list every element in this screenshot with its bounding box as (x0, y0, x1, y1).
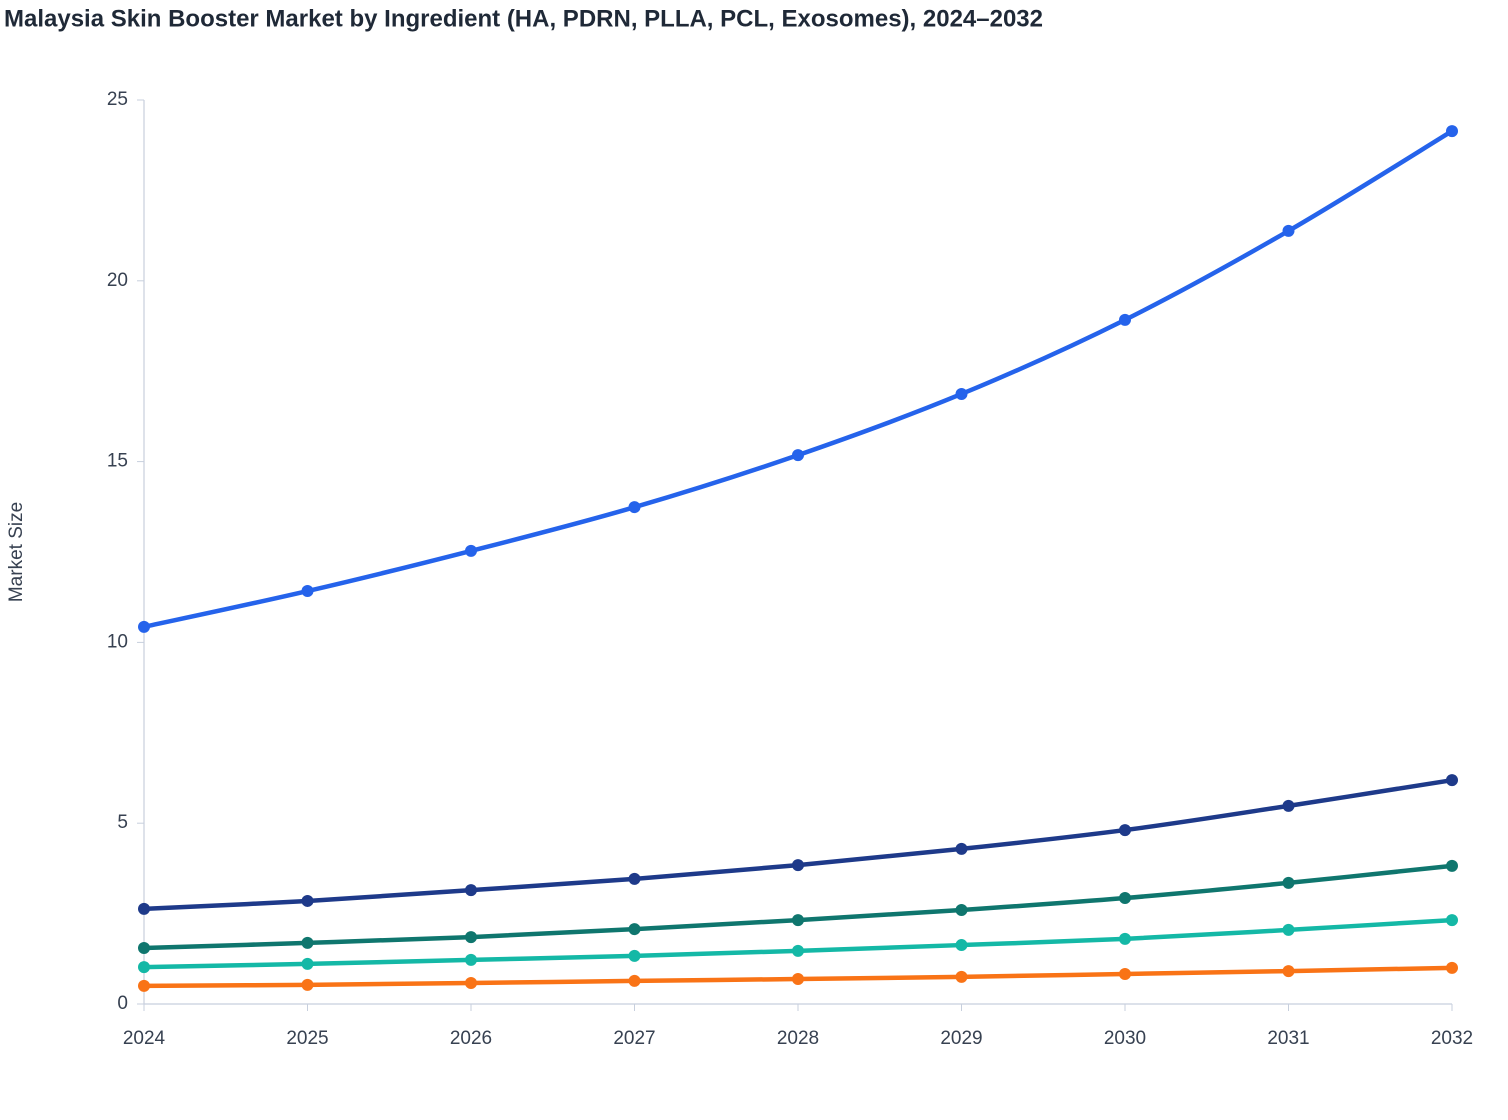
data-point (1119, 313, 1131, 326)
data-point (465, 953, 477, 966)
data-point (628, 501, 641, 514)
x-tick-label: 2028 (777, 1028, 819, 1049)
data-point (1282, 876, 1295, 889)
x-tick-label: 2032 (1431, 1028, 1473, 1049)
data-point (138, 941, 150, 954)
data-point (1446, 125, 1458, 138)
data-point (138, 961, 150, 974)
data-point (792, 914, 804, 927)
data-point (138, 979, 150, 992)
data-point (1119, 824, 1131, 837)
data-point (1119, 932, 1131, 945)
data-point (301, 585, 314, 598)
data-point (138, 902, 150, 915)
data-point (301, 894, 314, 907)
data-point (1446, 914, 1458, 927)
data-point (301, 936, 314, 949)
data-point (1282, 965, 1295, 978)
data-point (1282, 923, 1295, 936)
data-point (465, 884, 477, 897)
data-point (1119, 967, 1131, 980)
y-axis-label: Market Size (6, 502, 27, 602)
data-point (955, 903, 968, 916)
y-tick-label: 25 (107, 89, 128, 110)
data-point (955, 939, 968, 952)
x-tick-label: 2030 (1104, 1028, 1146, 1049)
x-tick-label: 2027 (613, 1028, 655, 1049)
data-point (792, 973, 804, 986)
x-tick-label: 2025 (286, 1028, 328, 1049)
y-tick-label: 20 (107, 270, 128, 291)
data-point (465, 931, 477, 944)
y-tick-label: 5 (117, 812, 128, 833)
data-point (301, 978, 314, 991)
data-point (1282, 224, 1295, 237)
data-point (301, 957, 314, 970)
data-point (1446, 774, 1458, 787)
data-point (628, 872, 641, 885)
data-point (628, 974, 641, 987)
data-point (792, 449, 804, 462)
data-point (955, 387, 968, 400)
y-tick-label: 0 (117, 993, 128, 1014)
data-point (1446, 961, 1458, 974)
series-line (141, 863, 1455, 951)
x-tick-label: 2031 (1267, 1028, 1309, 1049)
y-tick-label: 15 (107, 451, 128, 472)
chart-title: Malaysia Skin Booster Market by Ingredie… (4, 5, 1043, 32)
x-tick-label: 2029 (940, 1028, 982, 1049)
data-point (138, 620, 150, 633)
series-line (141, 128, 1455, 630)
y-tick-label: 10 (107, 631, 128, 652)
series-line (141, 777, 1455, 912)
data-point (628, 949, 641, 962)
data-point (1282, 799, 1295, 812)
data-point (955, 970, 968, 983)
data-point (955, 842, 968, 855)
x-tick-label: 2024 (123, 1028, 166, 1049)
data-point (792, 944, 804, 957)
x-tick-label: 2026 (450, 1028, 492, 1049)
data-point (792, 859, 804, 872)
data-point (1446, 859, 1458, 872)
data-point (1119, 892, 1131, 905)
data-point (465, 977, 477, 990)
data-point (628, 923, 641, 936)
data-point (465, 544, 477, 557)
